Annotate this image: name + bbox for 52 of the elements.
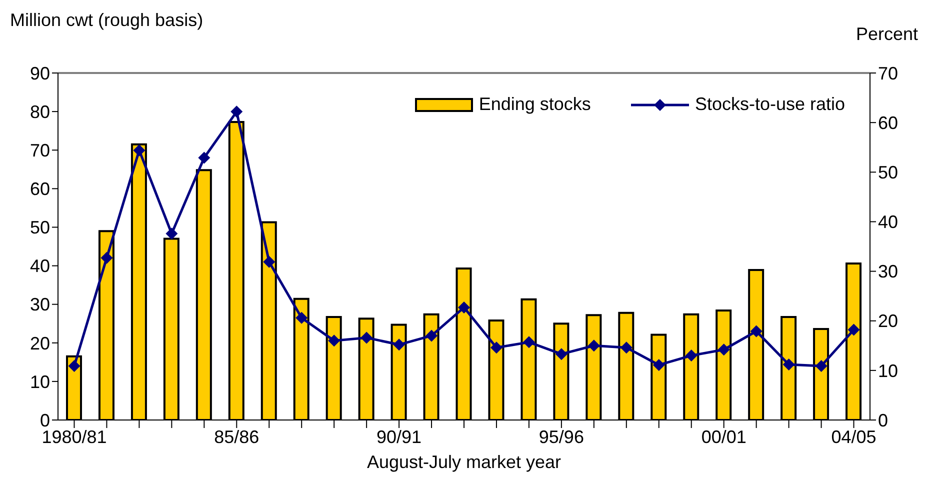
y2-tick-label: 30 bbox=[878, 262, 898, 282]
y-tick-label: 30 bbox=[30, 294, 50, 315]
x-axis-title: August-July market year bbox=[366, 452, 562, 473]
point bbox=[815, 360, 828, 372]
point bbox=[685, 350, 698, 362]
point bbox=[296, 312, 308, 324]
y-axis-title: Million cwt (rough basis) bbox=[10, 10, 204, 31]
x-tick-label: 95/96 bbox=[538, 426, 584, 447]
y-tick-label: 40 bbox=[30, 256, 50, 276]
point bbox=[490, 342, 502, 354]
point bbox=[555, 348, 568, 360]
point bbox=[782, 358, 795, 370]
y2-axis-title: Percent bbox=[856, 24, 918, 45]
y2-tick-label: 20 bbox=[878, 311, 898, 332]
y2-tick-label: 60 bbox=[878, 112, 898, 133]
point bbox=[166, 228, 178, 240]
y2-tick-label: 40 bbox=[878, 212, 898, 232]
y2-tick-label: 10 bbox=[878, 360, 898, 381]
x-tick-label: 85/86 bbox=[214, 426, 260, 447]
x-tick-label: 04/05 bbox=[831, 426, 876, 447]
legend-label: Stocks-to-use ratio bbox=[694, 94, 845, 115]
x-tick-label: 90/91 bbox=[376, 426, 422, 447]
y2-tick-label: 50 bbox=[878, 162, 898, 183]
legend-label: Ending stocks bbox=[478, 94, 591, 115]
point bbox=[230, 106, 243, 118]
point bbox=[133, 144, 146, 156]
y-tick-label: 60 bbox=[30, 179, 50, 200]
y-tick-label: 80 bbox=[30, 102, 50, 122]
point bbox=[458, 301, 470, 314]
point bbox=[522, 336, 535, 348]
y-tick-label: 50 bbox=[30, 218, 50, 238]
y-tick-label: 90 bbox=[30, 63, 50, 84]
y-tick-label: 70 bbox=[30, 140, 50, 160]
point bbox=[198, 152, 210, 164]
point bbox=[100, 252, 113, 264]
y2-tick-label: 70 bbox=[878, 63, 898, 84]
point bbox=[588, 340, 600, 352]
y-tick-label: 10 bbox=[30, 372, 50, 392]
point bbox=[718, 344, 730, 356]
y2-tick-label: 0 bbox=[878, 410, 888, 430]
point bbox=[263, 256, 276, 268]
point bbox=[848, 324, 860, 336]
point bbox=[652, 358, 665, 371]
point bbox=[68, 360, 80, 372]
x-tick-label: 00/01 bbox=[701, 426, 746, 447]
point bbox=[620, 342, 632, 354]
point bbox=[360, 332, 373, 344]
point bbox=[328, 334, 340, 347]
point bbox=[750, 325, 762, 338]
point bbox=[426, 330, 438, 342]
y-tick-label: 20 bbox=[30, 333, 50, 354]
point bbox=[393, 338, 406, 351]
